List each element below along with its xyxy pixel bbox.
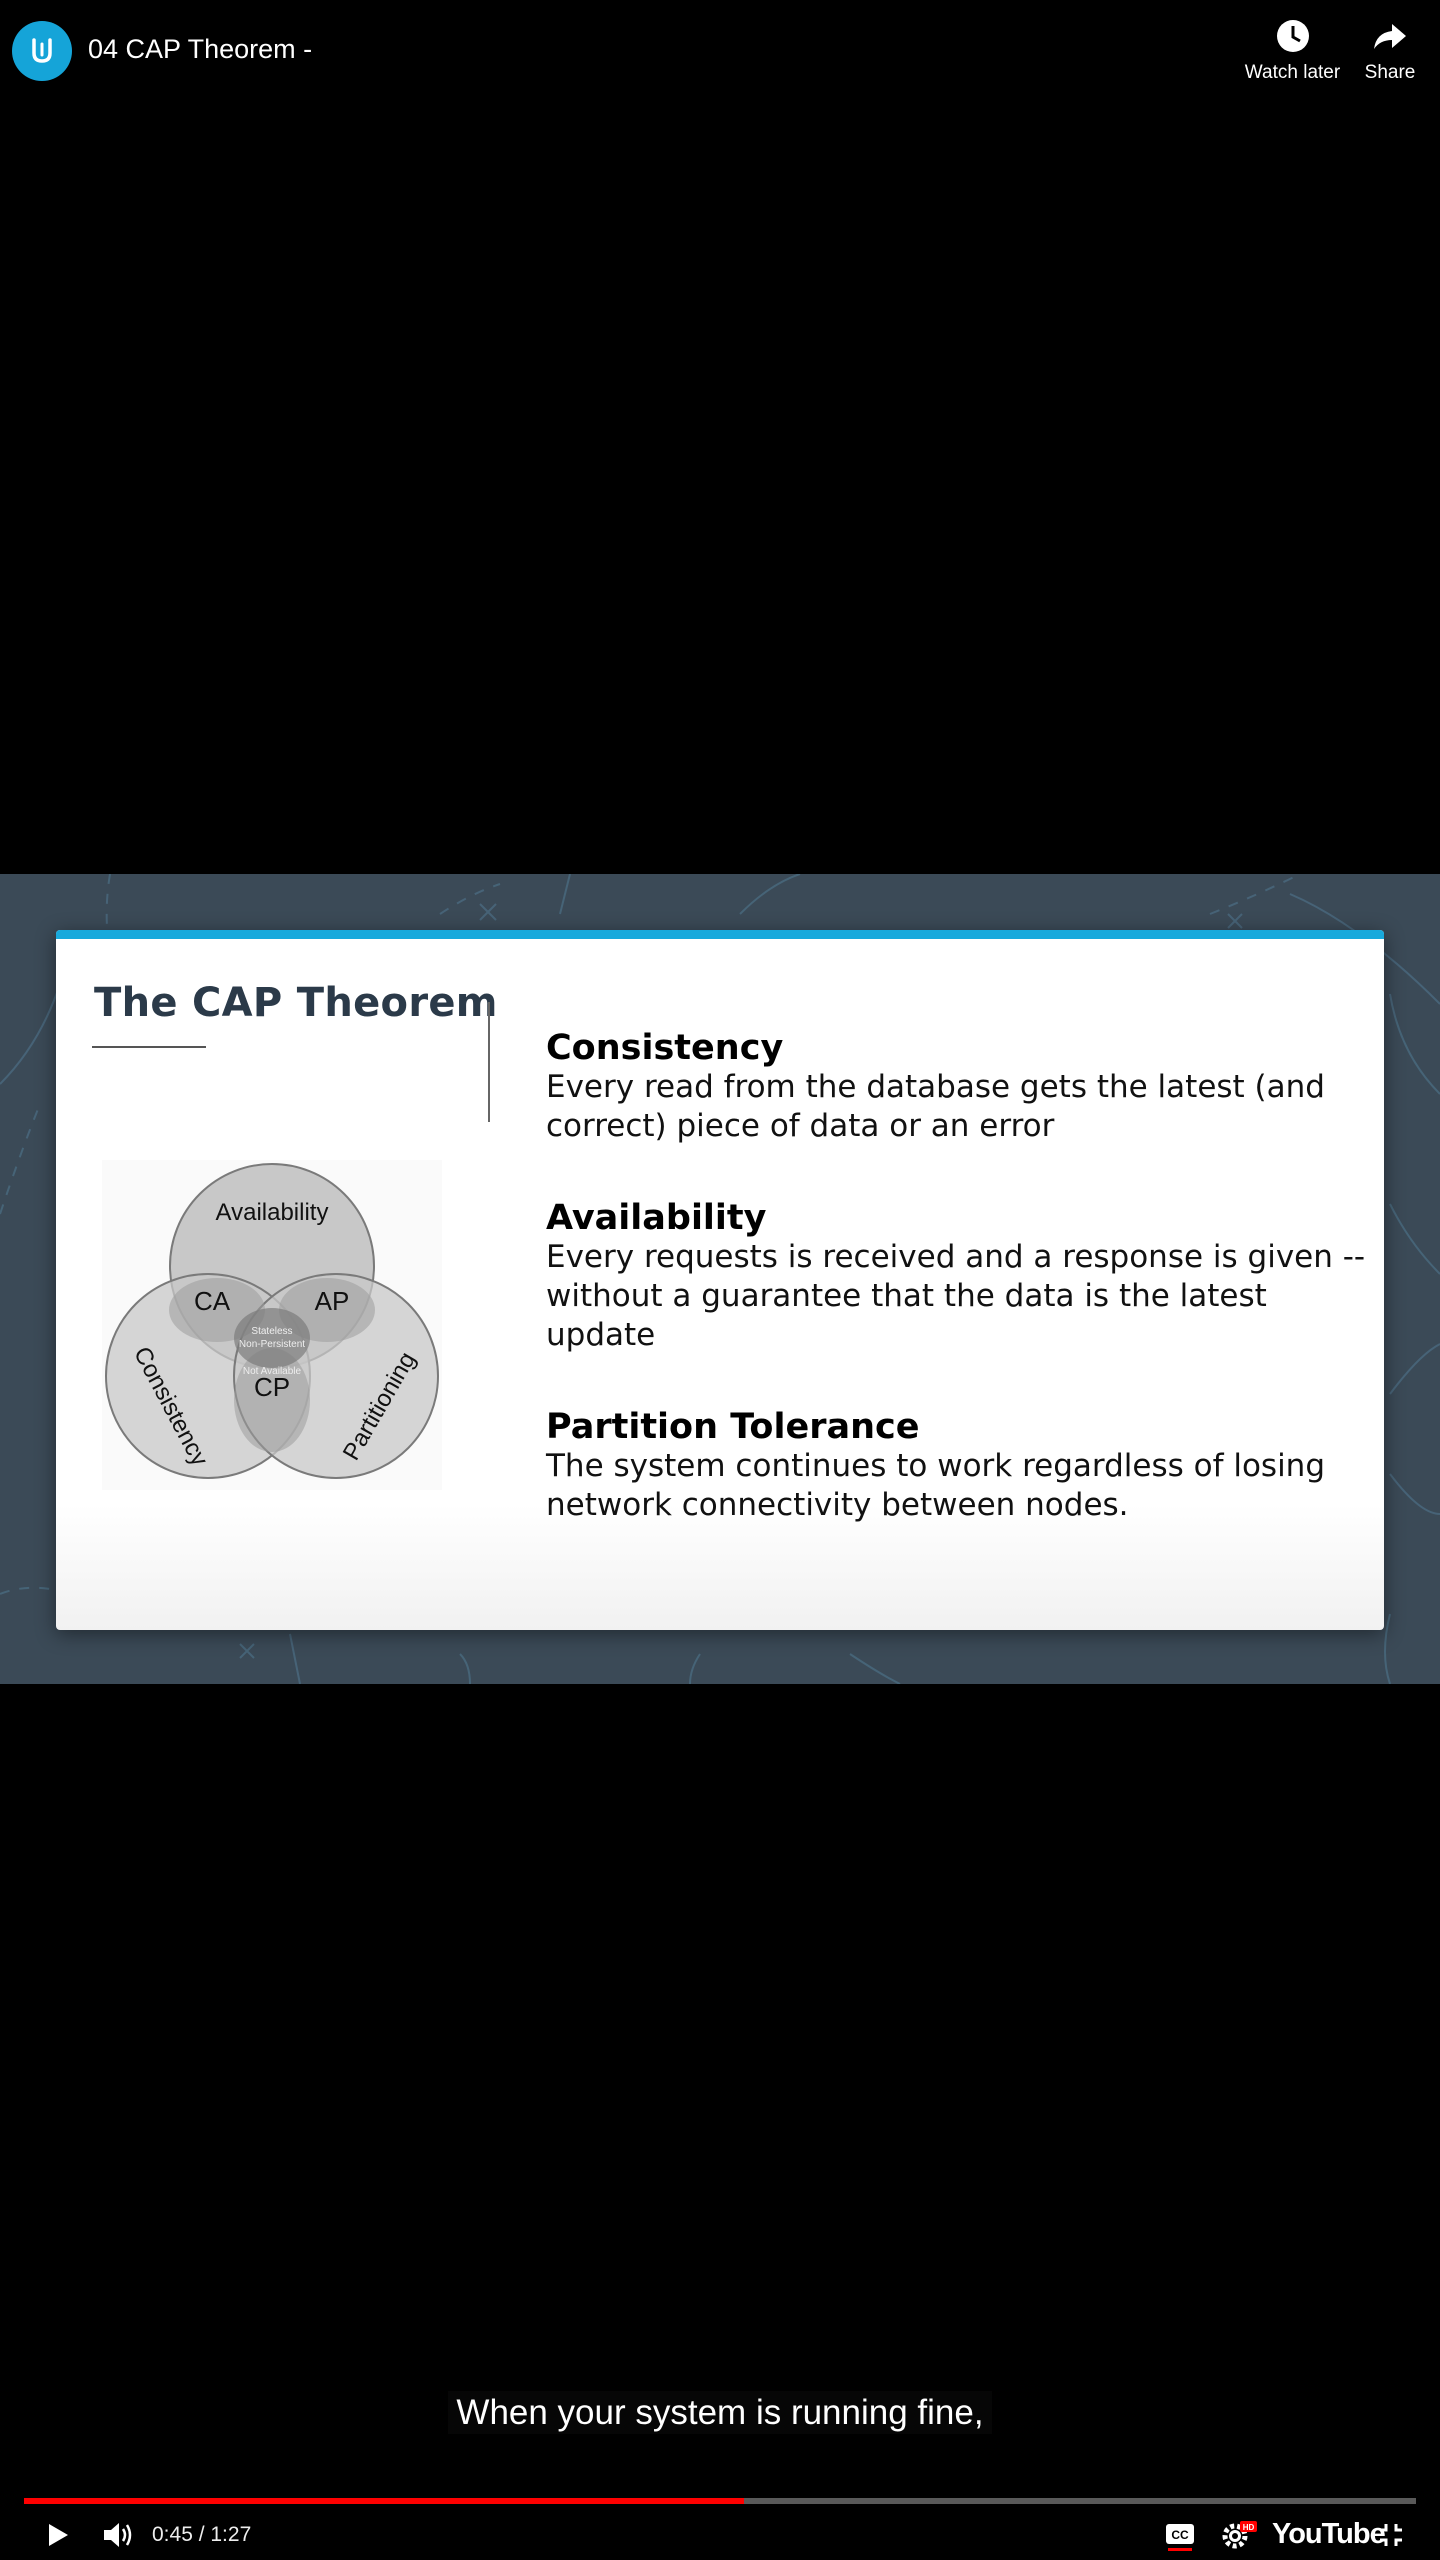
closed-caption: When your system is running fine, — [0, 2391, 1440, 2434]
exit-fullscreen-icon[interactable] — [1374, 2518, 1408, 2552]
player-top-bar: 04 CAP Theorem - Watch later Share — [0, 0, 1440, 110]
venn-label-center-line1: Stateless — [251, 1326, 292, 1337]
clock-icon — [1276, 20, 1309, 52]
settings-gear-icon[interactable]: HD — [1218, 2518, 1258, 2552]
share-button[interactable]: Share — [1358, 16, 1422, 84]
slide-divider — [488, 1002, 490, 1122]
cap-venn-diagram: Availability CA AP CP Stateless Non-Pers… — [102, 1160, 442, 1490]
progress-bar[interactable] — [24, 2498, 1416, 2504]
captions-cc-icon[interactable]: CC — [1162, 2518, 1198, 2552]
venn-label-ap: AP — [315, 1286, 350, 1316]
svg-text:HD: HD — [1243, 2523, 1255, 2532]
youtube-logo[interactable]: YouTube — [1272, 2518, 1386, 2550]
video-frame-slide[interactable]: The CAP Theorem Availability CA AP CP St… — [0, 874, 1440, 1684]
venn-label-center-bottom: Not Available — [243, 1366, 302, 1377]
watch-later-label: Watch later — [1244, 62, 1341, 83]
definition-availability: Availability Every requests is received … — [546, 1198, 1366, 1355]
udacity-logo-icon — [32, 38, 52, 63]
venn-label-ca: CA — [194, 1286, 231, 1316]
definition-partition-tolerance: Partition Tolerance The system continues… — [546, 1407, 1366, 1525]
volume-icon[interactable] — [100, 2518, 136, 2552]
video-title[interactable]: 04 CAP Theorem - — [88, 34, 313, 64]
channel-avatar[interactable] — [12, 21, 72, 81]
definition-consistency: Consistency Every read from the database… — [546, 1028, 1366, 1146]
share-label: Share — [1364, 62, 1416, 83]
venn-label-cp: CP — [254, 1372, 290, 1402]
title-underline — [92, 1046, 206, 1048]
progress-bar-played — [24, 2498, 744, 2504]
play-icon[interactable] — [40, 2518, 74, 2552]
definition-text: Every requests is received and a respons… — [546, 1239, 1366, 1353]
definition-title: Consistency — [546, 1028, 784, 1068]
definition-text: Every read from the database gets the la… — [546, 1069, 1325, 1144]
slide-title: The CAP Theorem — [94, 980, 498, 1026]
venn-label-center-line2: Non-Persistent — [239, 1339, 305, 1350]
time-display: 0:45 / 1:27 — [152, 2523, 252, 2546]
slide-card: The CAP Theorem Availability CA AP CP St… — [56, 930, 1384, 1630]
caption-text: When your system is running fine, — [448, 2391, 992, 2434]
definition-title: Availability — [546, 1198, 767, 1238]
share-arrow-icon — [1374, 24, 1406, 49]
watch-later-button[interactable]: Watch later — [1240, 16, 1345, 84]
definition-title: Partition Tolerance — [546, 1407, 920, 1447]
slide-accent-bar — [56, 930, 1384, 939]
definitions-list: Consistency Every read from the database… — [546, 1028, 1366, 1577]
venn-label-availability: Availability — [216, 1199, 329, 1226]
svg-text:CC: CC — [1171, 2528, 1189, 2542]
player-controls: 0:45 / 1:27 CC HD YouTube — [0, 2508, 1440, 2560]
definition-text: The system continues to work regardless … — [546, 1448, 1326, 1523]
